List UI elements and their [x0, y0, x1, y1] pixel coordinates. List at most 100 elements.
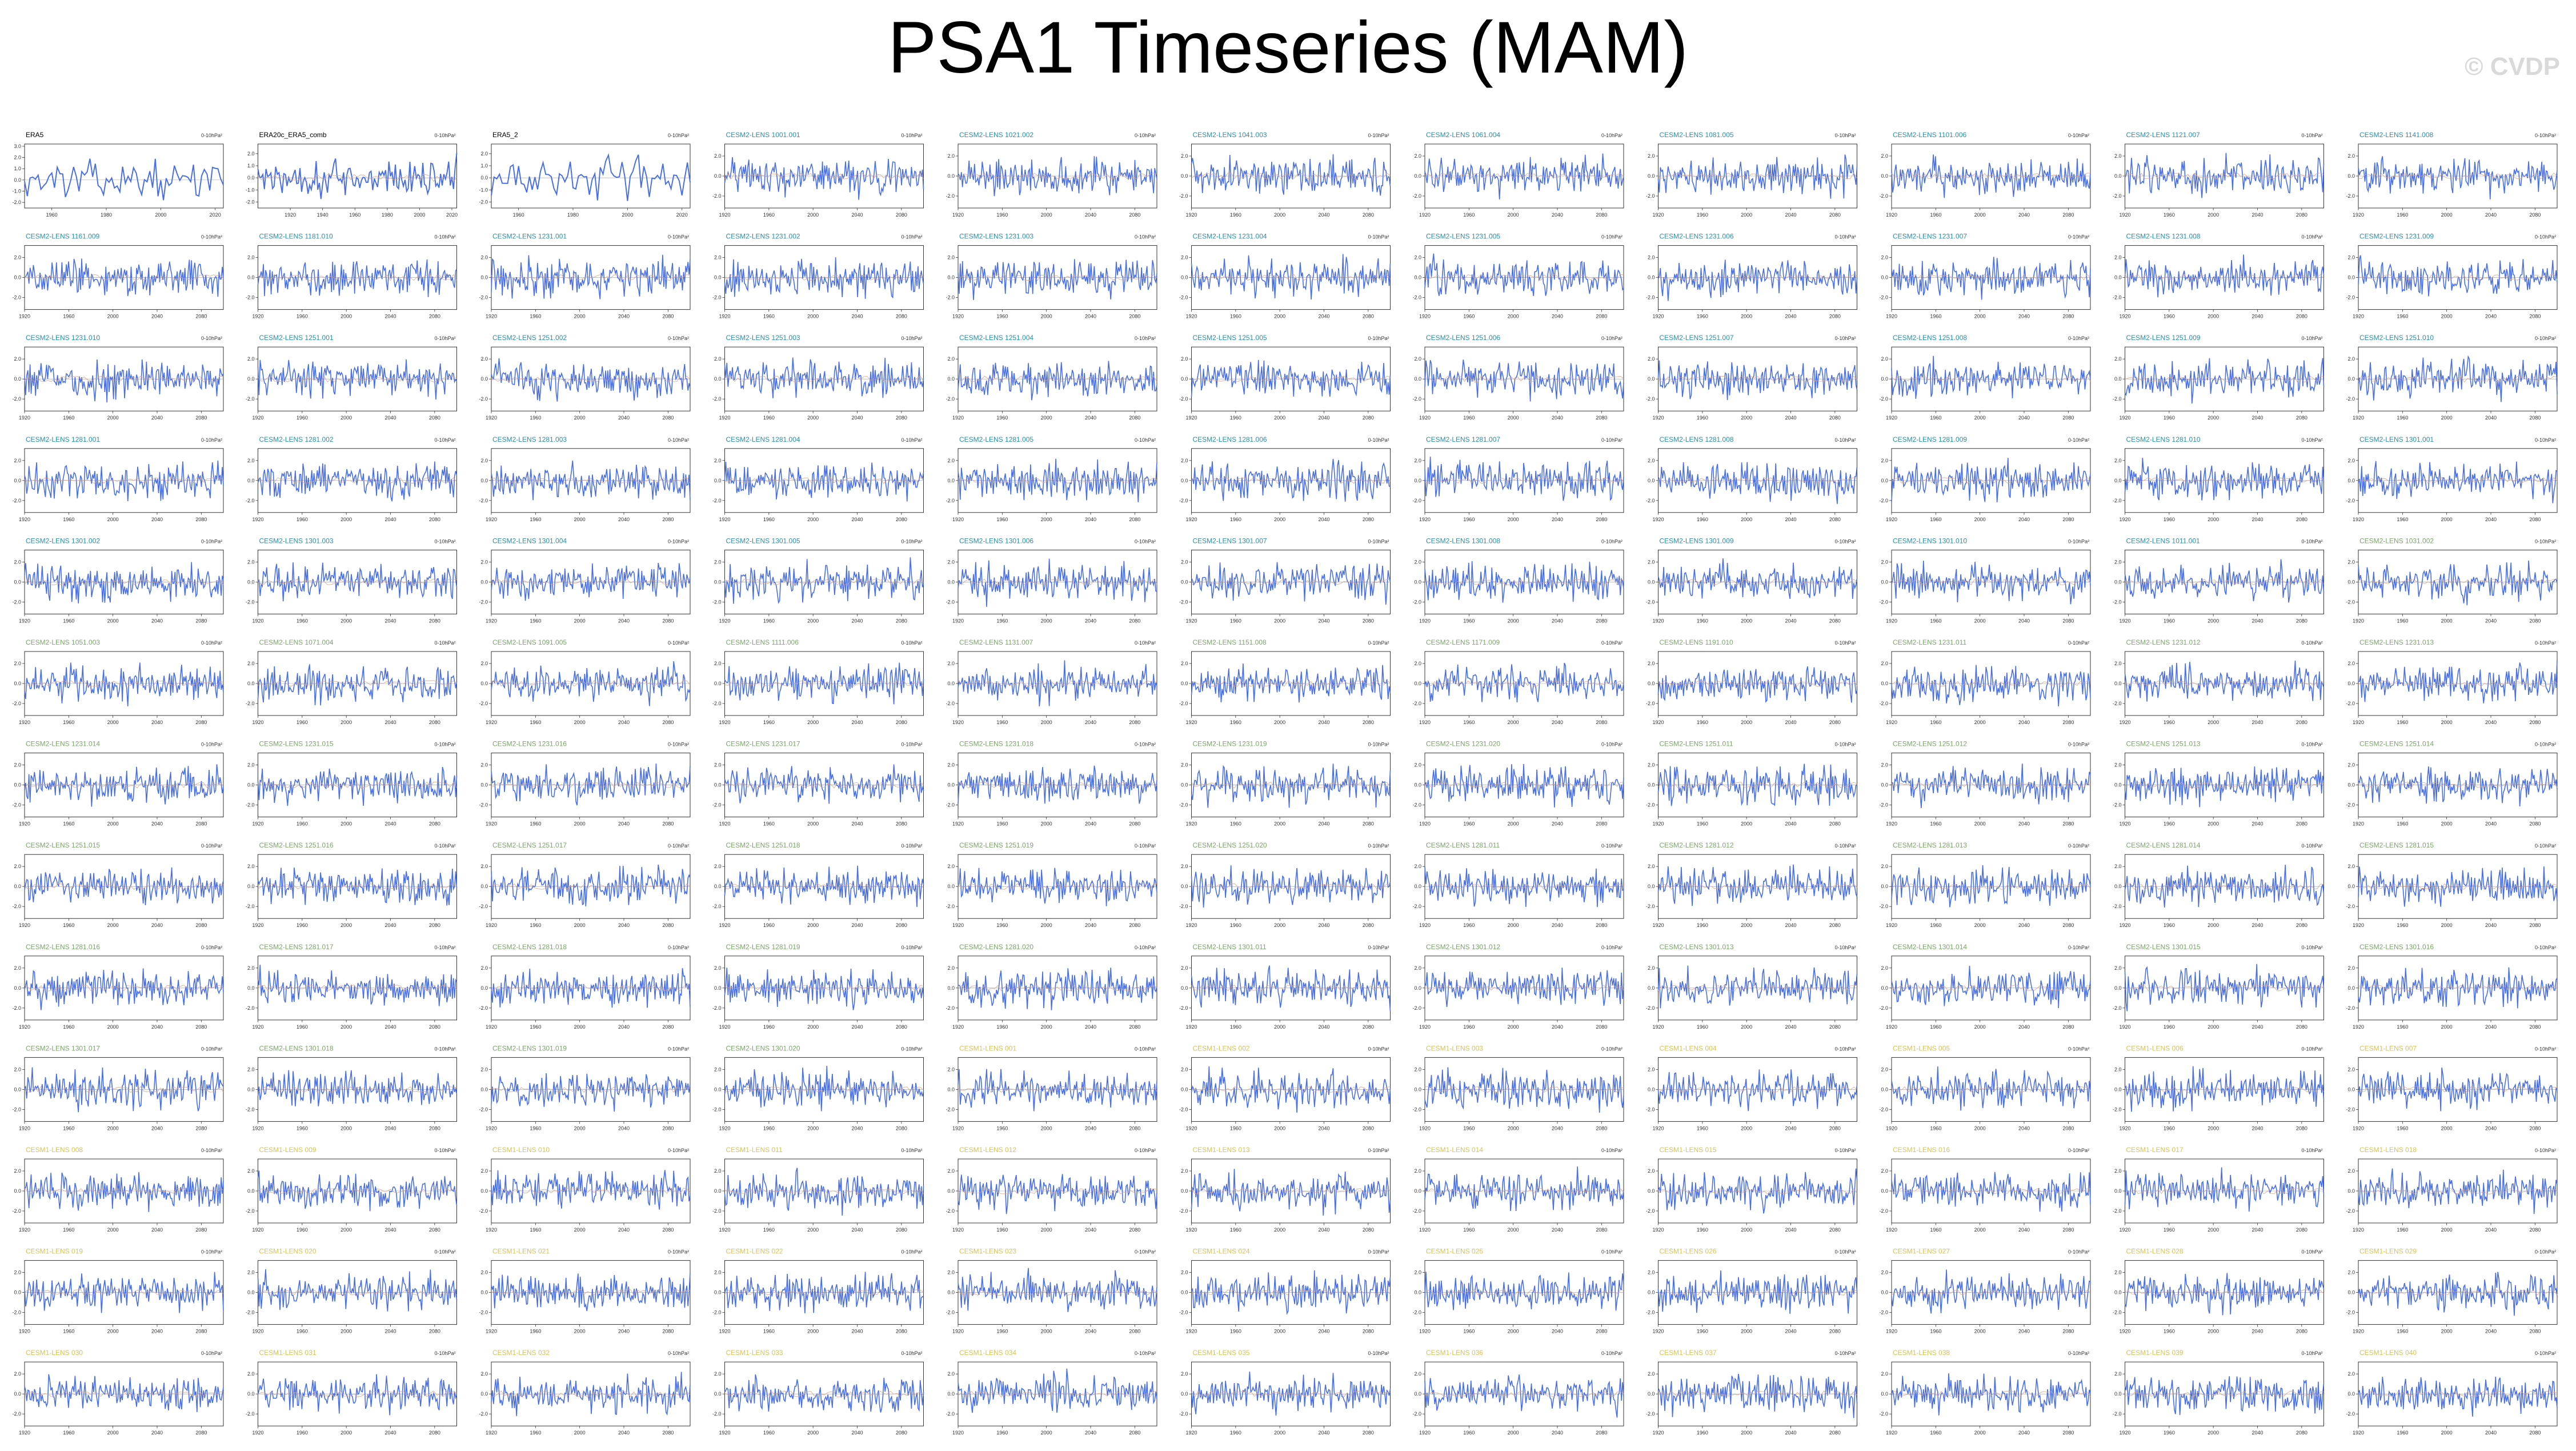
x-tick-label: 1960	[2164, 1024, 2175, 1030]
x-tick-label: 2080	[2529, 1024, 2541, 1030]
series-line	[1657, 764, 1857, 806]
ensemble-mean-line	[2125, 274, 2324, 281]
units-label: 0-10hPa²	[901, 234, 922, 240]
ensemble-mean-line	[2125, 781, 2324, 789]
x-tick-label: 1920	[19, 1227, 30, 1233]
x-tick-label: 1960	[1697, 1227, 1708, 1233]
x-tick-label: 2040	[1318, 922, 1329, 928]
ensemble-mean-line	[1424, 1188, 1624, 1194]
x-tick-label: 1960	[2397, 821, 2408, 827]
x-tick-label: 2000	[1508, 821, 1519, 827]
units-label: 0-10hPa²	[2535, 1046, 2556, 1052]
ensemble-mean-line	[491, 883, 691, 890]
x-tick-label: 1960	[63, 1329, 74, 1334]
ensemble-mean-line	[1424, 1390, 1624, 1397]
x-tick-label: 2040	[851, 415, 863, 421]
x-tick-label: 2000	[1274, 314, 1285, 319]
units-label: 0-10hPa²	[668, 1148, 689, 1153]
x-tick-label: 2000	[807, 1329, 819, 1334]
panel-label: CESM2-LENS 1301.020	[726, 1044, 800, 1052]
panel-label: ERA20c_ERA5_comb	[259, 131, 327, 139]
y-tick-label: -2.0	[246, 396, 255, 402]
y-tick-label: 2.0	[1414, 864, 1421, 869]
y-tick-label: 0.0	[2347, 579, 2355, 585]
y-tick-label: 0.0	[947, 1391, 955, 1397]
x-tick-label: 2000	[807, 1430, 819, 1436]
units-label: 0-10hPa²	[1601, 945, 1622, 950]
y-tick-label: 2.0	[2114, 864, 2122, 869]
x-tick-label: 2000	[1274, 415, 1285, 421]
y-tick-label: -2.0	[246, 199, 255, 205]
units-label: 0-10hPa²	[434, 843, 455, 849]
x-tick-label: 2040	[2485, 719, 2497, 725]
y-tick-label: 2.0	[247, 965, 255, 971]
x-tick-label: 2040	[1785, 1024, 1796, 1030]
units-label: 0-10hPa²	[1834, 1249, 1856, 1255]
x-tick-label: 2040	[2485, 821, 2497, 827]
x-tick-label: 2080	[1363, 719, 1374, 725]
x-tick-label: 2080	[896, 415, 907, 421]
series-line	[1891, 665, 2091, 707]
x-tick-label: 2000	[2441, 1430, 2453, 1436]
panel-label: CESM1-LENS 007	[2359, 1044, 2417, 1052]
x-tick-label: 2000	[1041, 1125, 1052, 1131]
y-tick-label: 0.0	[1881, 884, 1888, 889]
x-tick-label: 1960	[297, 821, 308, 827]
panel-label: CESM2-LENS 1281.017	[259, 943, 334, 951]
x-tick-label: 1960	[996, 922, 1008, 928]
y-tick-label: 2.0	[1648, 356, 1655, 362]
ensemble-mean-line	[2125, 1188, 2324, 1194]
y-tick-label: -2.0	[712, 599, 722, 605]
units-label: 0-10hPa²	[2301, 742, 2322, 748]
y-tick-label: -2.0	[1179, 1411, 1188, 1417]
x-tick-label: 1960	[1463, 1430, 1475, 1436]
units-label: 0-10hPa²	[2535, 133, 2556, 138]
ensemble-mean-line	[1658, 883, 1857, 890]
x-tick-label: 1960	[1930, 719, 1941, 725]
units-label: 0-10hPa²	[1834, 843, 1856, 849]
x-tick-label: 1960	[63, 1125, 74, 1131]
series-line	[2358, 1272, 2558, 1316]
units-label: 0-10hPa²	[2535, 742, 2556, 748]
y-tick-label: 2.0	[14, 965, 21, 971]
ensemble-mean-line	[958, 1289, 1157, 1296]
x-tick-label: 2040	[618, 922, 630, 928]
y-tick-label: -2.0	[1179, 802, 1188, 808]
x-tick-label: 1920	[2353, 719, 2364, 725]
x-tick-label: 2040	[1318, 415, 1329, 421]
panel-label: CESM2-LENS 1301.008	[1426, 537, 1500, 545]
y-tick-label: 0.0	[247, 782, 255, 788]
series-line	[1657, 462, 1858, 504]
units-label: 0-10hPa²	[434, 742, 455, 748]
x-tick-label: 2040	[1785, 517, 1796, 522]
y-tick-label: -2.0	[479, 396, 488, 402]
x-tick-label: 1960	[1230, 1329, 1241, 1334]
ensemble-mean-line	[724, 883, 924, 890]
x-tick-label: 2000	[2208, 517, 2219, 522]
series-line	[1424, 1067, 1624, 1113]
y-tick-label: -2.0	[1646, 1310, 1655, 1316]
y-tick-label: -2.0	[1412, 193, 1421, 199]
x-tick-label: 2080	[1363, 1125, 1374, 1131]
series-line	[1891, 1373, 2091, 1416]
x-tick-label: 1960	[297, 1125, 308, 1131]
x-tick-label: 1920	[1652, 212, 1664, 218]
panel-label: CESM2-LENS 1281.003	[492, 435, 567, 443]
x-tick-label: 1960	[1463, 618, 1475, 623]
units-label: 0-10hPa²	[1834, 640, 1856, 646]
y-tick-label: -2.0	[1412, 1106, 1421, 1112]
x-tick-label: 2000	[1041, 1329, 1052, 1334]
x-tick-label: 2080	[2529, 618, 2541, 623]
x-tick-label: 1920	[252, 1430, 263, 1436]
x-tick-label: 1920	[1886, 415, 1897, 421]
x-tick-label: 2040	[1318, 719, 1329, 725]
